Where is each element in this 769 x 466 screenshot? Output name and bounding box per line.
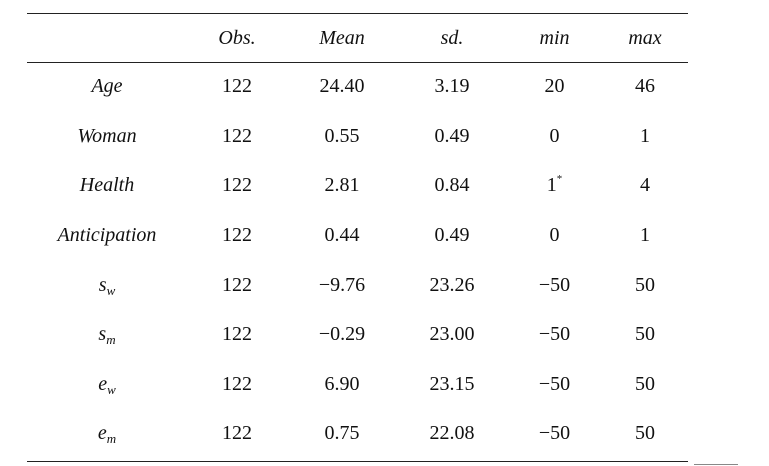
variable-name: s bbox=[98, 273, 107, 296]
row-label: sw bbox=[27, 260, 187, 310]
cell-min: 1* bbox=[507, 161, 602, 211]
cell-min: −50 bbox=[507, 409, 602, 459]
table-row: Anticipation 122 0.44 0.49 0 1 bbox=[27, 211, 688, 261]
cell-mean: 24.40 bbox=[319, 75, 365, 98]
cell-obs: 122 bbox=[222, 323, 252, 346]
table-row: Health 122 2.81 0.84 1* 4 bbox=[27, 161, 688, 211]
cell-min: 0 bbox=[507, 211, 602, 261]
variable-subscript: m bbox=[106, 431, 117, 447]
table-top-rule bbox=[27, 13, 688, 14]
row-label: Woman bbox=[27, 112, 187, 162]
variable-subscript: w bbox=[106, 282, 116, 298]
header-obs: Obs. bbox=[218, 26, 256, 49]
cell-mean: 0.44 bbox=[324, 224, 360, 247]
cell-sd: 0.49 bbox=[434, 124, 470, 147]
row-label: ew bbox=[27, 360, 187, 410]
cell-sd: 23.00 bbox=[429, 323, 475, 346]
row-label: Age bbox=[27, 62, 187, 112]
cell-max: 1 bbox=[640, 224, 650, 247]
variable-name: Health bbox=[79, 174, 135, 197]
row-label: sm bbox=[27, 310, 187, 360]
cell-max: 46 bbox=[635, 75, 655, 98]
trailing-rule-stub bbox=[694, 464, 738, 465]
cell-mean: 0.75 bbox=[324, 422, 360, 445]
cell-min: −50 bbox=[507, 360, 602, 410]
table-row: ew 122 6.90 23.15 −50 50 bbox=[27, 360, 688, 410]
table-header-rule bbox=[27, 62, 688, 63]
variable-subscript: m bbox=[106, 332, 116, 348]
cell-mean: −0.29 bbox=[318, 323, 366, 346]
cell-sd: 23.26 bbox=[429, 273, 475, 296]
cell-obs: 122 bbox=[222, 124, 252, 147]
table-row: em 122 0.75 22.08 −50 50 bbox=[27, 409, 688, 459]
min-footnote-mark: * bbox=[556, 173, 563, 186]
variable-name: Age bbox=[91, 75, 123, 98]
cell-mean: −9.76 bbox=[318, 273, 366, 296]
table-row: Woman 122 0.55 0.49 0 1 bbox=[27, 112, 688, 162]
header-mean: Mean bbox=[319, 26, 365, 49]
cell-sd: 3.19 bbox=[434, 75, 470, 98]
min-value: −50 bbox=[538, 273, 571, 296]
cell-mean: 6.90 bbox=[324, 372, 360, 395]
variable-subscript: w bbox=[107, 381, 116, 397]
row-label: Health bbox=[27, 161, 187, 211]
min-value: −50 bbox=[538, 422, 571, 445]
cell-max: 50 bbox=[635, 323, 655, 346]
cell-min: −50 bbox=[507, 260, 602, 310]
min-value: 0 bbox=[549, 124, 560, 147]
summary-statistics-table: Obs. Mean sd. min max Age 122 24.40 3.19… bbox=[27, 14, 688, 459]
min-value: 0 bbox=[549, 224, 560, 247]
cell-obs: 122 bbox=[222, 174, 252, 197]
cell-max: 50 bbox=[635, 372, 655, 395]
cell-obs: 122 bbox=[222, 75, 252, 98]
header-max: max bbox=[628, 26, 662, 49]
min-value: −50 bbox=[538, 323, 571, 346]
cell-obs: 122 bbox=[222, 273, 252, 296]
table-row: sw 122 −9.76 23.26 −50 50 bbox=[27, 260, 688, 310]
cell-max: 4 bbox=[640, 174, 650, 197]
cell-mean: 2.81 bbox=[324, 174, 360, 197]
variable-name: s bbox=[98, 323, 107, 346]
min-value: 20 bbox=[544, 75, 565, 98]
cell-sd: 22.08 bbox=[429, 422, 475, 445]
cell-obs: 122 bbox=[222, 372, 252, 395]
header-min: min bbox=[539, 26, 570, 49]
cell-obs: 122 bbox=[222, 422, 252, 445]
variable-name: Woman bbox=[77, 124, 137, 147]
header-row: Obs. Mean sd. min max bbox=[27, 14, 688, 62]
row-label: Anticipation bbox=[27, 211, 187, 261]
table-header: Obs. Mean sd. min max bbox=[27, 14, 688, 62]
cell-min: 0 bbox=[507, 112, 602, 162]
cell-max: 1 bbox=[640, 124, 650, 147]
cell-sd: 0.49 bbox=[434, 224, 470, 247]
cell-max: 50 bbox=[635, 422, 655, 445]
cell-mean: 0.55 bbox=[324, 124, 360, 147]
variable-name: Anticipation bbox=[57, 224, 157, 247]
table-bottom-rule bbox=[27, 461, 688, 462]
min-value: −50 bbox=[538, 372, 571, 395]
cell-obs: 122 bbox=[222, 224, 252, 247]
header-blank bbox=[27, 14, 187, 62]
header-sd: sd. bbox=[440, 26, 464, 49]
cell-sd: 23.15 bbox=[429, 372, 475, 395]
variable-name: e bbox=[97, 422, 107, 445]
cell-min: −50 bbox=[507, 310, 602, 360]
cell-min: 20 bbox=[507, 62, 602, 112]
cell-max: 50 bbox=[635, 273, 655, 296]
row-label: em bbox=[27, 409, 187, 459]
cell-sd: 0.84 bbox=[434, 174, 470, 197]
variable-name: e bbox=[98, 372, 108, 395]
table-row: Age 122 24.40 3.19 20 46 bbox=[27, 62, 688, 112]
table-row: sm 122 −0.29 23.00 −50 50 bbox=[27, 310, 688, 360]
min-value: 1 bbox=[546, 174, 557, 197]
table-body: Age 122 24.40 3.19 20 46 Woman 122 0.55 … bbox=[27, 62, 688, 459]
